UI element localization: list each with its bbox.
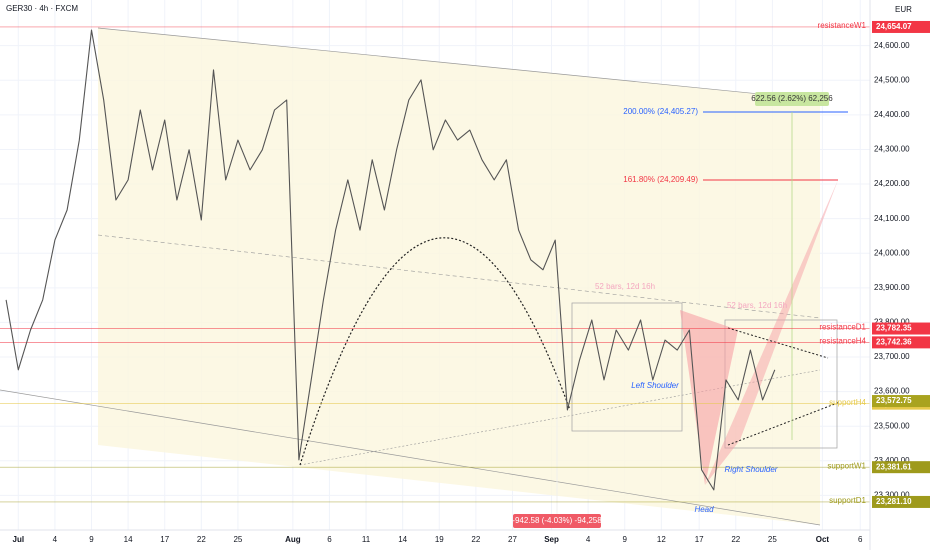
last-price: 23,572.75 [876,396,912,405]
level-name: supportH4 [829,398,866,407]
x-tick-label: 27 [508,535,517,544]
price-label-bg [872,20,930,33]
price-line [5,29,776,491]
price-label: 23,281.10 [876,497,912,506]
projection-wedge [705,180,838,485]
y-tick-label: 23,800.00 [874,318,910,327]
x-tick-label: 4 [53,535,58,544]
fib-label: 161.80% (24,209.49) [623,175,698,184]
fib-label: 200.00% (24,405.27) [623,107,698,116]
x-tick-label: Sep [544,535,559,544]
currency: EUR [895,5,912,14]
price-label: 23,782.35 [876,324,912,333]
y-tick-label: 24,600.00 [874,41,910,50]
price-label-bg [872,495,930,508]
y-tick-label: 24,300.00 [874,145,910,154]
triangle-top [727,327,829,359]
y-tick-label: 24,100.00 [874,214,910,223]
head-wedge [680,310,738,485]
pattern-label: Head [694,505,714,514]
x-tick-label: 22 [197,535,206,544]
x-tick-label: Aug [285,535,301,544]
y-tick-label: 23,300.00 [874,491,910,500]
level-name: resistanceH4 [819,336,866,345]
measure-label-bg [755,92,829,106]
measure-label: -942.58 (-4.03%) -94,258 [512,516,602,525]
level-name: supportD1 [829,496,866,505]
x-tick-label: 6 [327,535,332,544]
x-tick-label: 22 [731,535,740,544]
price-label-bg [872,461,930,474]
x-tick-label: 17 [160,535,169,544]
chart-title: GER30 · 4h · FXCM [6,4,78,13]
y-tick-label: 23,600.00 [874,387,910,396]
x-tick-label: 4 [586,535,591,544]
bars-label: 52 bars, 12d 16h [595,282,655,291]
trend-line [299,369,821,466]
x-tick-label: Jul [13,535,25,544]
level-name: supportW1 [827,461,866,470]
y-tick-label: 23,400.00 [874,456,910,465]
x-tick-label: 9 [623,535,628,544]
plot [5,29,776,491]
x-tick-label: 11 [362,535,371,544]
time-axis-bg [0,530,932,550]
level-name: resistanceD1 [819,323,866,332]
pattern-label: Right Shoulder [725,465,778,474]
y-tick-label: 24,000.00 [874,248,910,257]
levels: resistanceW1 resistanceD1 resistanceH4 supp… [0,21,870,505]
price-axis-bg [870,0,932,550]
bars-label: 52 bars, 12d 16h [727,301,787,310]
x-tick-label: 19 [435,535,444,544]
level-name: resistanceW1 [818,21,867,30]
channel-bottom [0,389,821,526]
x-tick-label: 12 [657,535,666,544]
y-tick-label: 23,700.00 [874,352,910,361]
x-tick-label: 22 [471,535,480,544]
box [571,302,683,432]
x-tick-label: 17 [695,535,704,544]
last-price-bg [872,395,930,408]
y-tick-label: 24,500.00 [874,75,910,84]
axes: 23,300.00 23,400.00 23,500.00 23,600.00 23,7… [13,20,930,544]
y-tick-label: 24,400.00 [874,110,910,119]
measure-label: 622.56 (2.62%) 62,256 [751,94,833,103]
x-tick-label: 14 [398,535,407,544]
x-tick-label: 25 [233,535,242,544]
x-tick-label: 25 [768,535,777,544]
channel-mid [97,234,821,319]
channel-fill [98,28,820,525]
price-label-bg [872,322,930,335]
x-tick-label: 6 [858,535,863,544]
price-label: 23,381.61 [876,462,912,471]
measure-label-bg [513,514,601,528]
y-tick-label: 23,900.00 [874,283,910,292]
x-tick-label: 14 [124,535,133,544]
price-label: 24,654.07 [876,22,912,31]
price-label-bg [872,336,930,349]
y-tick-label: 24,200.00 [874,179,910,188]
price-label: 23,742.36 [876,337,912,346]
x-tick-label: 9 [89,535,94,544]
y-tick-label: 23,500.00 [874,421,910,430]
channel-top [97,27,821,101]
pattern-label: Left Shoulder [631,381,679,390]
x-tick-label: Oct [816,535,830,544]
